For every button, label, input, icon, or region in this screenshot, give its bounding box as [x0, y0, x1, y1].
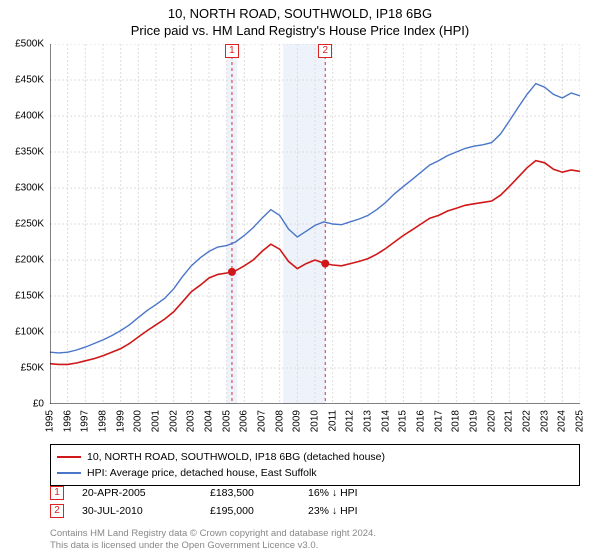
event-date: 30-JUL-2010 — [82, 505, 192, 517]
events-block: 1 20-APR-2005 £183,500 16% ↓ HPI 2 30-JUL-201… — [50, 486, 580, 522]
series-marker — [321, 260, 329, 268]
event-index-box: 2 — [50, 504, 64, 518]
footer-line2: This data is licensed under the Open Gov… — [50, 540, 580, 552]
legend-row: HPI: Average price, detached house, East… — [57, 465, 573, 481]
x-tick-label: 2018 — [451, 410, 462, 432]
event-price: £183,500 — [210, 487, 290, 499]
x-tick-label: 2013 — [363, 410, 374, 432]
legend-label: 10, NORTH ROAD, SOUTHWOLD, IP18 6BG (det… — [87, 449, 385, 465]
event-row: 1 20-APR-2005 £183,500 16% ↓ HPI — [50, 486, 580, 500]
y-tick-label: £50K — [21, 363, 44, 374]
chart-title-block: 10, NORTH ROAD, SOUTHWOLD, IP18 6BG Pric… — [0, 0, 600, 38]
x-tick-label: 2024 — [557, 410, 568, 432]
y-tick-label: £300K — [15, 183, 44, 194]
x-tick-label: 1998 — [98, 410, 109, 432]
footer-attribution: Contains HM Land Registry data © Crown c… — [50, 528, 580, 552]
x-axis-labels: 1995199619971998199920002001200220032004… — [50, 406, 580, 442]
y-tick-label: £450K — [15, 75, 44, 86]
x-tick-label: 2008 — [274, 410, 285, 432]
footer-line1: Contains HM Land Registry data © Crown c… — [50, 528, 580, 540]
x-tick-label: 2011 — [327, 410, 338, 432]
legend-box: 10, NORTH ROAD, SOUTHWOLD, IP18 6BG (det… — [50, 444, 580, 486]
event-price: £195,000 — [210, 505, 290, 517]
event-marker-box: 1 — [225, 44, 239, 58]
y-tick-label: £150K — [15, 291, 44, 302]
x-tick-label: 2020 — [486, 410, 497, 432]
x-tick-label: 2007 — [257, 410, 268, 432]
x-tick-label: 2003 — [186, 410, 197, 432]
y-tick-label: £500K — [15, 39, 44, 50]
x-tick-label: 2017 — [433, 410, 444, 432]
legend-swatch — [57, 472, 81, 474]
x-tick-label: 2025 — [575, 410, 586, 432]
y-tick-label: £0 — [33, 399, 44, 410]
x-tick-label: 1997 — [80, 410, 91, 432]
chart-svg — [50, 44, 580, 404]
x-tick-label: 1996 — [62, 410, 73, 432]
x-tick-label: 2014 — [380, 410, 391, 432]
chart-title-line2: Price paid vs. HM Land Registry's House … — [0, 23, 600, 38]
series-marker — [228, 268, 236, 276]
y-axis-labels: £0£50K£100K£150K£200K£250K£300K£350K£400… — [0, 44, 48, 404]
x-tick-label: 1999 — [115, 410, 126, 432]
y-tick-label: £400K — [15, 111, 44, 122]
x-tick-label: 2021 — [504, 410, 515, 432]
x-tick-label: 2022 — [522, 410, 533, 432]
x-tick-label: 2004 — [204, 410, 215, 432]
legend-swatch — [57, 456, 81, 458]
y-tick-label: £200K — [15, 255, 44, 266]
chart-title-line1: 10, NORTH ROAD, SOUTHWOLD, IP18 6BG — [0, 6, 600, 21]
x-tick-label: 2010 — [310, 410, 321, 432]
x-tick-label: 2002 — [168, 410, 179, 432]
x-tick-label: 2005 — [221, 410, 232, 432]
y-tick-label: £250K — [15, 219, 44, 230]
x-tick-label: 2001 — [151, 410, 162, 432]
y-tick-label: £100K — [15, 327, 44, 338]
legend-label: HPI: Average price, detached house, East… — [87, 465, 317, 481]
legend-row: 10, NORTH ROAD, SOUTHWOLD, IP18 6BG (det… — [57, 449, 573, 465]
x-tick-label: 2006 — [239, 410, 250, 432]
x-tick-label: 2023 — [539, 410, 550, 432]
event-hpi: 23% ↓ HPI — [308, 505, 358, 517]
x-tick-label: 2009 — [292, 410, 303, 432]
x-tick-label: 2019 — [469, 410, 480, 432]
event-row: 2 30-JUL-2010 £195,000 23% ↓ HPI — [50, 504, 580, 518]
y-tick-label: £350K — [15, 147, 44, 158]
x-tick-label: 2012 — [345, 410, 356, 432]
chart-plot-area — [50, 44, 580, 404]
x-tick-label: 2000 — [133, 410, 144, 432]
event-date: 20-APR-2005 — [82, 487, 192, 499]
x-tick-label: 1995 — [45, 410, 56, 432]
x-tick-label: 2016 — [416, 410, 427, 432]
event-hpi: 16% ↓ HPI — [308, 487, 358, 499]
event-index-box: 1 — [50, 486, 64, 500]
x-tick-label: 2015 — [398, 410, 409, 432]
event-marker-box: 2 — [318, 44, 332, 58]
